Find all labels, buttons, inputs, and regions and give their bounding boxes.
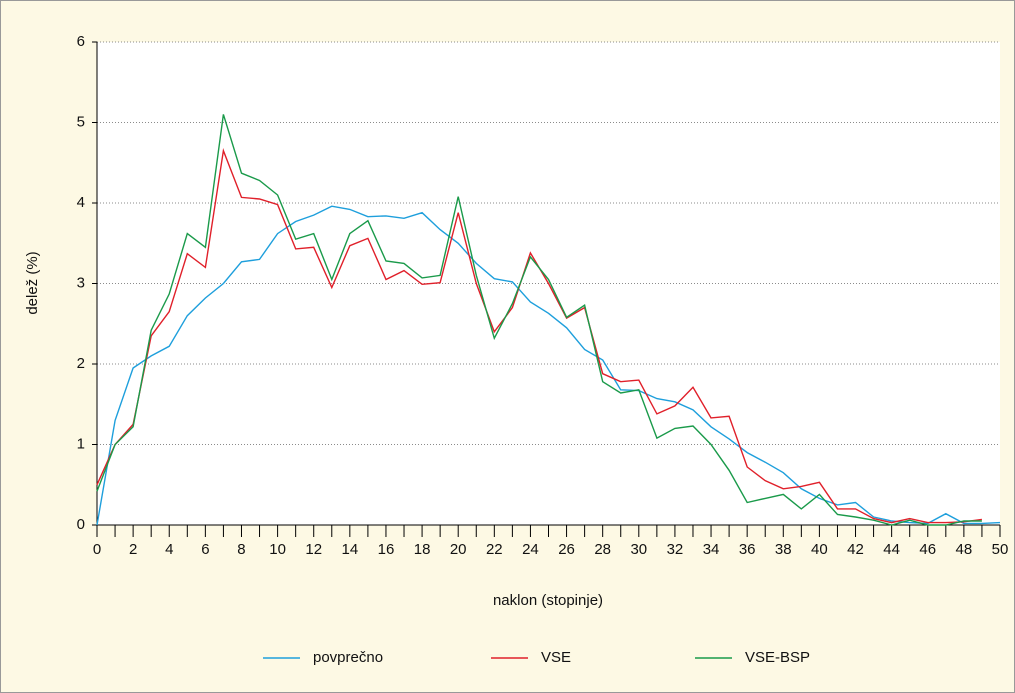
x-axis-label: naklon (stopinje): [493, 592, 603, 609]
x-tick-label: 36: [739, 541, 756, 558]
x-tick-label: 44: [883, 541, 900, 558]
y-tick-label: 6: [77, 33, 85, 50]
x-tick-label: 6: [201, 541, 209, 558]
x-tick-label: 30: [630, 541, 647, 558]
legend-label: povprečno: [313, 649, 383, 666]
x-tick-label: 34: [703, 541, 720, 558]
x-tick-label: 46: [919, 541, 936, 558]
legend-label: VSE-BSP: [745, 649, 810, 666]
x-tick-label: 42: [847, 541, 864, 558]
x-tick-label: 48: [956, 541, 973, 558]
x-tick-label: 12: [305, 541, 322, 558]
line: [96, 114, 982, 526]
y-tick-label: 2: [77, 355, 85, 372]
x-tick-label: 38: [775, 541, 792, 558]
x-tick-label: 0: [93, 541, 101, 558]
x-tick-label: 2: [129, 541, 137, 558]
x-tick-label: 10: [269, 541, 286, 558]
y-tick-label: 4: [77, 194, 85, 211]
x-tick-label: 24: [522, 541, 539, 558]
x-tick-label: 22: [486, 541, 503, 558]
legend-label: VSE: [541, 649, 571, 666]
x-tick-label: 14: [341, 541, 358, 558]
y-axis-label: delež (%): [24, 251, 41, 314]
y-tick-label: 5: [77, 113, 85, 130]
x-tick-label: 26: [558, 541, 575, 558]
x-tick-label: 16: [378, 541, 395, 558]
x-tick-label: 40: [811, 541, 828, 558]
y-tick-label: 0: [77, 516, 85, 533]
x-tick-label: 20: [450, 541, 467, 558]
y-tick-label: 3: [77, 274, 85, 291]
x-tick-label: 18: [414, 541, 431, 558]
x-tick-label: 8: [237, 541, 245, 558]
line: [96, 205, 1001, 526]
x-tick-label: 4: [165, 541, 173, 558]
x-tick-label: 32: [667, 541, 684, 558]
x-tick-label: 50: [992, 541, 1009, 558]
y-tick-label: 1: [77, 435, 85, 452]
x-tick-label: 28: [594, 541, 611, 558]
